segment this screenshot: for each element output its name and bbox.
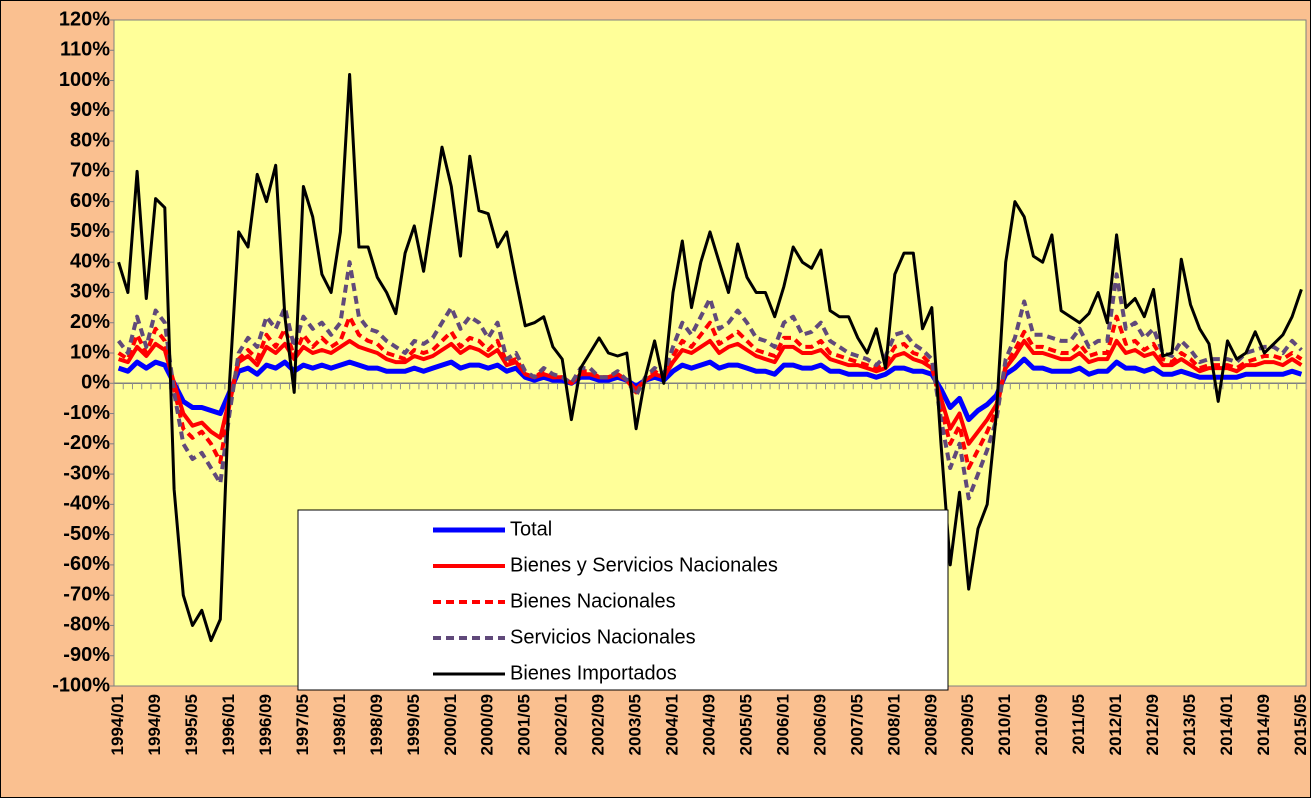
legend-label: Bienes y Servicios Nacionales [510,554,778,576]
y-tick-label: 50% [70,220,110,242]
y-tick-label: 120% [59,8,110,30]
x-tick-label: 1994/01 [108,694,127,755]
y-tick-label: 40% [70,250,110,272]
y-tick-label: 10% [70,341,110,363]
y-tick-label: -20% [63,432,110,454]
x-tick-label: 2013/05 [1180,694,1199,755]
y-tick-label: 60% [70,190,110,212]
y-tick-label: -80% [63,614,110,636]
y-tick-label: -100% [52,674,110,696]
legend-box [297,509,949,691]
y-tick-label: -70% [63,583,110,605]
y-tick-label: 80% [70,129,110,151]
y-tick-label: -30% [63,462,110,484]
x-tick-label: 1995/05 [182,694,201,755]
x-tick-label: 2012/09 [1143,694,1162,755]
x-tick-label: 2000/09 [478,694,497,755]
x-tick-label: 2003/05 [626,694,645,755]
legend-label: Bienes Nacionales [510,590,676,612]
x-tick-label: 2010/09 [1032,694,1051,755]
y-tick-label: 90% [70,99,110,121]
x-tick-label: 2006/09 [810,694,829,755]
x-tick-label: 1998/09 [367,694,386,755]
x-tick-label: 1997/05 [293,694,312,755]
x-tick-label: 2002/01 [552,694,571,755]
legend-label: Total [510,518,552,540]
y-tick-label: -90% [63,644,110,666]
x-tick-label: 1994/09 [145,694,164,755]
legend-label: Bienes Importados [510,662,677,684]
series-line [117,338,1303,446]
y-tick-label: 20% [70,311,110,333]
y-tick-label: -40% [63,493,110,515]
x-tick-label: 2007/05 [847,694,866,755]
x-tick-label: 2014/09 [1254,694,1273,755]
x-tick-label: 2008/01 [884,694,903,755]
y-tick-label: 110% [60,39,110,61]
x-tick-label: 2009/05 [958,694,977,755]
y-tick-label: 70% [70,160,110,182]
y-tick-label: 0% [81,372,110,394]
x-tick-label: 2010/01 [995,694,1014,755]
series-line [117,73,1303,643]
y-tick-label: -10% [63,402,110,424]
x-tick-label: 2011/05 [1069,694,1088,755]
x-tick-label: 2015/05 [1291,694,1310,755]
x-tick-label: 2002/09 [589,694,608,755]
x-tick-label: 2000/01 [441,694,460,755]
x-tick-label: 2005/05 [736,694,755,755]
x-tick-label: 2012/01 [1106,694,1125,755]
x-tick-label: 2014/01 [1217,694,1236,755]
y-tick-label: -50% [63,523,110,545]
x-tick-label: 2004/09 [699,694,718,755]
x-tick-label: 1998/01 [330,694,349,755]
y-tick-label: -60% [63,553,110,575]
y-tick-label: 30% [70,281,110,303]
x-tick-label: 2004/01 [663,694,682,755]
series-line [117,356,1303,423]
x-tick-label: 1996/09 [256,694,275,755]
x-tick-label: 2008/09 [921,694,940,755]
x-tick-label: 2001/05 [515,694,534,755]
legend-label: Servicios Nacionales [510,626,696,648]
x-tick-label: 1996/01 [219,694,238,755]
legend: Total Bienes y Servicios Nacionales Bienes… [297,509,949,691]
x-tick-label: 1999/05 [404,694,423,755]
x-tick-label: 2006/01 [773,694,792,755]
y-tick-label: 100% [59,69,110,91]
series-line [117,314,1303,470]
